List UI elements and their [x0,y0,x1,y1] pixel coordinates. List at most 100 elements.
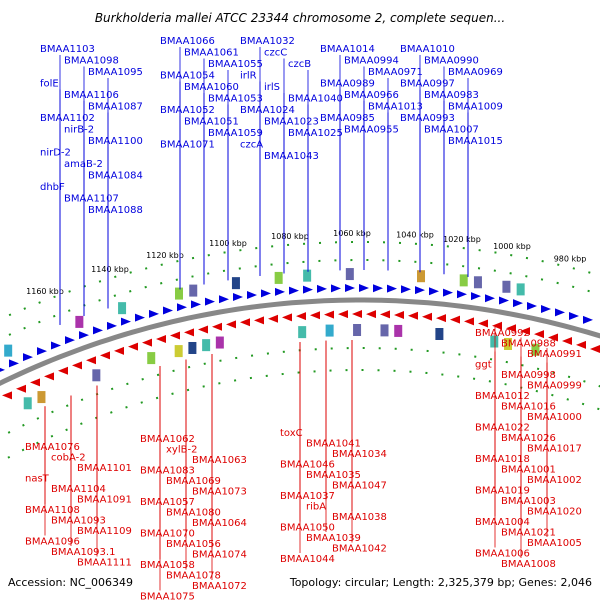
forward-label: BMAA1043 [264,151,319,162]
reverse-label: BMAA1004 [475,517,530,528]
reverse-label: ggt [475,360,492,371]
forward-label: BMAA1103 [40,44,95,55]
reverse-label: BMAA1021 [501,528,556,539]
feature-block [303,269,312,282]
reverse-label: BMAA1001 [501,465,556,476]
reverse-gene [296,312,306,321]
forward-label: BMAA1032 [240,36,295,47]
reverse-label: BMAA1104 [51,484,106,495]
reverse-label: BMAA1020 [527,507,582,518]
forward-label: BMAA1084 [88,171,143,182]
forward-label: BMAA1052 [160,105,215,116]
forward-label: BMAA1106 [64,90,119,101]
reverse-gene [408,311,418,320]
tick-label: 1000 kbp [493,242,531,251]
forward-label: BMAA1010 [400,44,455,55]
feature-block [435,327,444,340]
reverse-label: BMAA1093.1 [51,547,115,558]
feature-block [147,352,156,365]
forward-gene [135,313,145,322]
forward-label: BMAA0983 [424,90,479,101]
forward-label: BMAA1061 [184,48,239,59]
feature-block [274,271,283,284]
forward-gene [289,286,299,295]
forward-gene [541,305,551,314]
forward-gene [107,321,117,330]
forward-label: BMAA1087 [88,102,143,113]
reverse-gene [212,322,222,331]
reverse-label: BMAA1064 [192,518,247,529]
reverse-label: BMAA1083 [140,466,195,477]
reverse-gene [198,325,208,334]
reverse-gene [44,372,54,381]
reverse-gene [548,333,558,342]
forward-label: BMAA1071 [160,140,215,151]
reverse-label: BMAA1003 [501,496,556,507]
reverse-gene [394,310,404,319]
reverse-label: BMAA1047 [332,481,387,492]
reverse-label: BMAA1016 [501,402,556,413]
forward-label: BMAA1055 [208,59,263,70]
reverse-label: BMAA0992 [475,328,530,339]
forward-label: BMAA1100 [88,136,143,147]
feature-block [502,280,511,293]
reverse-label: BMAA1091 [77,495,132,506]
reverse-label: BMAA1063 [192,455,247,466]
feature-block [215,336,224,349]
forward-gene [373,284,383,293]
reverse-label: BMAA0998 [501,370,556,381]
forward-gene [429,287,439,296]
forward-label: irlR [240,71,257,82]
forward-label: czcB [288,59,311,70]
feature-block [37,391,46,404]
reverse-label: BMAA0991 [527,349,582,360]
forward-label: BMAA1107 [64,194,119,205]
tick-label: 1020 kbp [443,235,481,244]
forward-label: BMAA0966 [344,90,399,101]
reverse-label: BMAA0999 [527,381,582,392]
forward-gene [191,300,201,309]
forward-gene [471,292,481,301]
forward-gene [261,289,271,298]
forward-gene [37,347,47,356]
reverse-label: BMAA1093 [51,516,106,527]
forward-gene [569,311,579,320]
reverse-label: BMAA1046 [280,460,335,471]
reverse-label: BMAA1056 [166,539,221,550]
feature-block [75,315,84,328]
forward-label: BMAA1015 [448,136,503,147]
forward-label: BMAA1054 [160,71,215,82]
reverse-label: BMAA1000 [527,412,582,423]
reverse-label: BMAA1019 [475,486,530,497]
feature-block [473,276,482,289]
reverse-label: BMAA1075 [140,592,195,600]
reverse-label: cobA-2 [51,453,86,464]
reverse-gene [142,338,152,347]
forward-gene [485,294,495,303]
reverse-gene [324,310,334,319]
reverse-label: BMAA1074 [192,550,247,561]
tick-label: 1040 kbp [396,231,434,240]
reverse-label: BMAA1096 [25,537,80,548]
reverse-label: BMAA1072 [192,581,247,592]
forward-label: nirB-2 [64,125,94,136]
tick-label: 980 kbp [554,254,587,263]
reverse-label: BMAA1073 [192,487,247,498]
reverse-gene [590,345,600,354]
reverse-gene [436,314,446,323]
reverse-gene [464,317,474,326]
forward-label: nirD-2 [40,148,71,159]
forward-label: BMAA0955 [344,125,399,136]
forward-label: BMAA1014 [320,44,375,55]
forward-gene [317,284,327,293]
forward-label: amaB-2 [64,159,103,170]
reverse-gene [338,310,348,319]
forward-gene [219,295,229,304]
feature-block [231,277,240,290]
reverse-gene [254,316,264,325]
forward-gene [275,287,285,296]
reverse-label: BMAA1078 [166,571,221,582]
forward-gene [401,285,411,294]
